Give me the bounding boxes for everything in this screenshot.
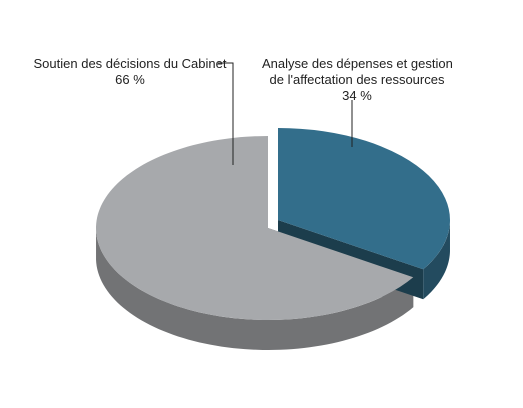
slice-side-1-0 [423, 221, 450, 300]
slice-label-cabinet-value: 66 % [115, 72, 145, 87]
slice-label-analyse-value: 34 % [342, 88, 372, 103]
leader-line-cabinet [218, 62, 234, 165]
slice-label-cabinet-name: Soutien des décisions du Cabinet [33, 56, 227, 71]
pie-slice-1 [278, 128, 450, 270]
slice-label-analyse: Analyse des dépenses et gestion de l'aff… [262, 56, 453, 104]
leader-lines [218, 62, 353, 165]
slice-tops [95, 128, 450, 321]
slice-side-0-0 [96, 229, 414, 350]
pie-slice-0 [95, 136, 414, 321]
slice-label-cabinet: Soutien des décisions du Cabinet 66 % [30, 56, 230, 88]
slice-label-analyse-name-line2: de l'affectation des ressources [269, 72, 445, 87]
slice-label-analyse-name-line1: Analyse des dépenses et gestion [262, 56, 453, 71]
